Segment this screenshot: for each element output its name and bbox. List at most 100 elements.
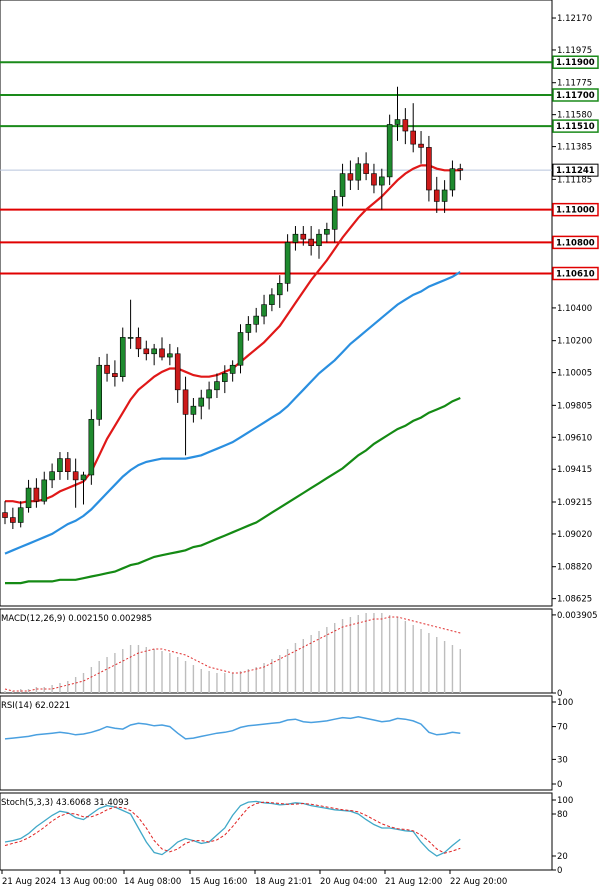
candle-body <box>378 176 385 186</box>
stoch-axis: 100 80 20 0 <box>552 796 573 876</box>
candle-body <box>2 512 8 518</box>
candle-body <box>371 173 377 186</box>
price-tick-label: 1.09415 <box>557 465 592 475</box>
stoch-tick-label: 100 <box>557 796 573 806</box>
candle-body <box>331 196 338 230</box>
candle-body <box>143 348 150 355</box>
candle-body <box>10 517 16 523</box>
candle-body <box>457 168 464 171</box>
time-tick-label: 14 Aug 08:00 <box>124 877 181 887</box>
rsi-plot <box>4 716 461 740</box>
macd-plot <box>4 613 461 693</box>
candle-body <box>49 471 55 481</box>
rsi-title: RSI(14) 62.0221 <box>1 701 70 711</box>
price-tick-label: 1.10005 <box>557 369 592 379</box>
candle-body <box>410 130 417 145</box>
time-tick-label: 18 Aug 21:01 <box>255 877 312 887</box>
macd-tick-label: 0.003905 <box>557 611 598 621</box>
candle-body <box>355 163 362 181</box>
candle-body <box>276 283 283 296</box>
candle-body <box>449 168 456 191</box>
candle-body <box>57 458 63 472</box>
level-tag-box <box>552 266 599 281</box>
candles-group <box>2 86 464 530</box>
candle-body <box>119 337 126 378</box>
candle-body <box>222 373 228 382</box>
time-tick-label: 20 Aug 04:00 <box>320 877 377 887</box>
stoch-plot <box>4 800 461 857</box>
candle-body <box>386 124 393 178</box>
price-tick-label: 1.10400 <box>557 304 592 314</box>
candle-body <box>80 474 87 481</box>
candle-body <box>433 189 440 202</box>
candle-body <box>159 348 165 358</box>
level-tag-label: 1.11000 <box>556 206 595 216</box>
time-tick-label: 21 Aug 12:00 <box>385 877 442 887</box>
candle-body <box>269 294 275 305</box>
current-price-tag-label: 1.11241 <box>556 166 595 176</box>
macd-title: MACD(12,26,9) 0.002150 0.002985 <box>1 614 152 624</box>
level-tag-label: 1.10800 <box>556 238 595 248</box>
candle-body <box>41 479 48 502</box>
macd-panel-border <box>0 608 553 694</box>
candle-body <box>135 337 142 350</box>
stoch-d-line <box>4 801 461 854</box>
candle-body <box>151 348 157 355</box>
rsi-tick-label: 70 <box>557 723 568 733</box>
price-tick-label: 1.09610 <box>557 433 592 443</box>
stoch-tick-label: 20 <box>557 852 568 862</box>
candle-body <box>25 487 32 509</box>
candle-body <box>174 353 181 391</box>
candle-body <box>214 381 220 391</box>
level-tag-box <box>552 88 599 102</box>
ma-mid-line <box>4 270 461 555</box>
candle-body <box>316 233 322 246</box>
stoch-title: Stoch(5,3,3) 43.6068 31.4093 <box>1 798 129 808</box>
candle-body <box>347 173 354 181</box>
level-tag-label: 1.11700 <box>556 91 595 101</box>
time-tick-label: 22 Aug 20:00 <box>450 877 507 887</box>
rsi-panel-border <box>0 695 553 791</box>
ma-slow-line <box>5 396 461 585</box>
candle-body <box>88 418 95 476</box>
rsi-line <box>4 716 461 740</box>
candle-body <box>198 397 205 407</box>
candle-body <box>426 147 432 191</box>
candle-body <box>72 471 79 481</box>
time-axis: 21 Aug 2024 13 Aug 00:00 14 Aug 08:00 15 Au… <box>1 870 507 887</box>
candle-body <box>308 238 314 246</box>
rsi-tick-label: 30 <box>557 755 568 765</box>
stoch-panel-border <box>0 792 553 871</box>
level-tag-label: 1.10610 <box>556 270 595 280</box>
candle-body <box>112 373 118 378</box>
price-tick-label: 1.11775 <box>557 79 592 89</box>
price-tick-label: 1.11975 <box>557 46 592 56</box>
price-tick-label: 1.09805 <box>557 401 592 411</box>
candle-body <box>229 364 236 374</box>
level-lines-group <box>0 61 552 275</box>
candle-body <box>253 315 259 325</box>
price-tick-label: 1.08820 <box>557 563 592 573</box>
rsi-tick-label: 100 <box>557 698 573 708</box>
price-tick-label: 1.11185 <box>557 175 592 185</box>
price-tick-label: 1.10200 <box>557 337 592 347</box>
macd-axis: 0.003905 0 <box>552 611 598 699</box>
candle-body <box>127 337 134 339</box>
candle-body <box>237 332 244 366</box>
candle-body <box>441 189 448 202</box>
candle-body <box>33 487 40 502</box>
time-tick-label: 13 Aug 00:00 <box>60 877 117 887</box>
candle-body <box>206 389 212 399</box>
level-tag-label: 1.11900 <box>556 58 595 68</box>
price-tick-label: 1.09215 <box>557 498 592 508</box>
price-tick-label: 1.11580 <box>557 111 592 121</box>
candle-body <box>284 242 291 284</box>
candle-body <box>394 119 401 125</box>
stoch-tick-label: 80 <box>557 810 568 820</box>
candle-body <box>402 119 409 132</box>
candle-body <box>261 304 267 317</box>
candle-body <box>104 364 110 374</box>
candle-body <box>182 389 189 415</box>
level-tag-box <box>552 119 599 133</box>
